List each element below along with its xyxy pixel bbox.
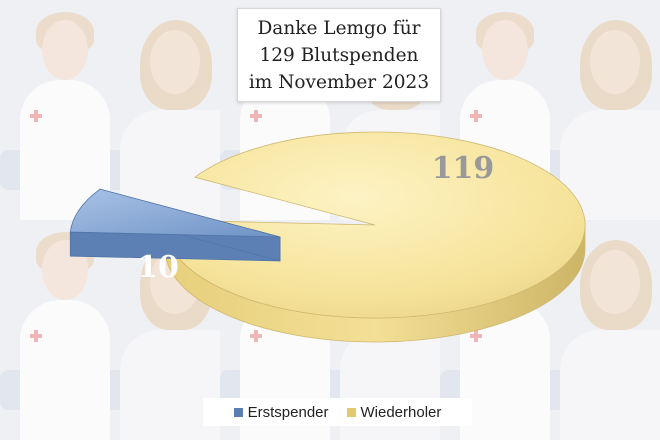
legend-item-wiederholer: Wiederholer	[346, 403, 442, 421]
chart-title-line: Danke Lemgo für	[257, 17, 421, 39]
background-photo	[0, 0, 220, 220]
data-label-wiederholer: 119	[432, 151, 495, 186]
chart-title-line: 129 Blutspenden	[259, 44, 419, 66]
legend-swatch-yellow	[346, 407, 356, 417]
pie-slice-top	[69, 188, 281, 238]
legend-item-erstspender: Erstspender	[233, 403, 329, 421]
chart-title-line: im November 2023	[248, 71, 430, 93]
legend-swatch-blue	[233, 407, 243, 417]
chart-legend: Erstspender Wiederholer	[203, 398, 472, 426]
data-label-erstspender: 10	[137, 250, 179, 285]
legend-label: Erstspender	[247, 403, 329, 421]
pie-slice-wiederholer	[164, 131, 586, 343]
pie-slice-erstspender	[69, 188, 281, 262]
pie-slice-top	[164, 131, 586, 319]
chart-title: Danke Lemgo für 129 Blutspenden im Novem…	[237, 8, 441, 102]
legend-label: Wiederholer	[360, 403, 442, 421]
